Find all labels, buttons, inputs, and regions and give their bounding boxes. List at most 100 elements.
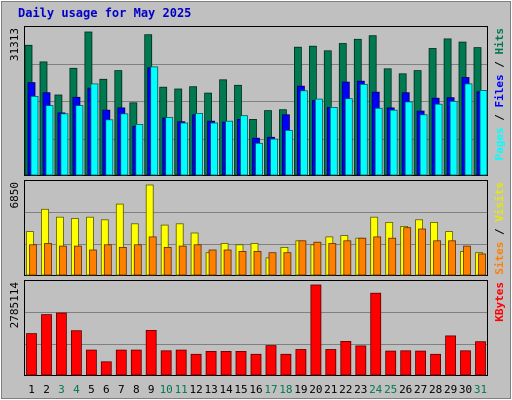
bar-pages-21 — [329, 107, 338, 176]
bar-sites-17 — [268, 252, 277, 276]
x-tick-label-26: 26 — [399, 383, 412, 396]
panel-3: 2785114 KBytes — [8, 280, 506, 376]
legend: KBytes — [493, 282, 506, 322]
bar-pages-25 — [389, 109, 398, 176]
bar-pages-29 — [449, 101, 458, 176]
bar-sites-6 — [103, 244, 112, 276]
bar-sites-28 — [433, 240, 442, 276]
x-tick-label-18: 18 — [279, 383, 292, 396]
bar-kbytes-5 — [86, 349, 97, 376]
bar-pages-22 — [344, 98, 353, 176]
x-tick-label-24: 24 — [369, 383, 383, 396]
x-tick-label-29: 29 — [444, 383, 457, 396]
bar-sites-10 — [163, 246, 172, 276]
bar-sites-11 — [178, 245, 187, 276]
x-tick-label-9: 9 — [148, 383, 155, 396]
bar-sites-7 — [118, 246, 127, 276]
bar-sites-29 — [448, 240, 457, 276]
bar-pages-30 — [464, 83, 473, 176]
x-tick-label-12: 12 — [189, 383, 202, 396]
bar-kbytes-29 — [445, 335, 457, 376]
x-tick-label-27: 27 — [414, 383, 427, 396]
bar-kbytes-28 — [430, 353, 442, 376]
bar-sites-8 — [133, 244, 142, 276]
bar-kbytes-15 — [235, 350, 247, 376]
bar-kbytes-19 — [295, 349, 307, 376]
bar-pages-26 — [404, 101, 413, 176]
x-tick-label-5: 5 — [88, 383, 95, 396]
x-tick-label-28: 28 — [429, 383, 442, 396]
bar-kbytes-30 — [460, 350, 471, 376]
bar-kbytes-12 — [190, 353, 202, 376]
bar-sites-14 — [223, 249, 232, 276]
bar-pages-24 — [374, 107, 383, 176]
x-tick-label-3: 3 — [58, 383, 65, 396]
bar-pages-6 — [105, 119, 114, 176]
x-tick-label-7: 7 — [118, 383, 125, 396]
bar-sites-22 — [343, 240, 352, 276]
bar-kbytes-17 — [265, 345, 277, 376]
x-tick-label-30: 30 — [459, 383, 472, 396]
bar-pages-9 — [150, 66, 159, 176]
panel-1: 31313 Pages / Files / Hits — [8, 26, 506, 176]
legend-separator: / — [493, 55, 506, 75]
bar-pages-3 — [60, 113, 69, 176]
bar-pages-2 — [45, 105, 54, 176]
panel-border — [24, 280, 488, 376]
bar-sites-23 — [358, 237, 367, 276]
x-tick-label-2: 2 — [43, 383, 50, 396]
x-tick-label-22: 22 — [339, 383, 352, 396]
bar-pages-15 — [240, 115, 248, 176]
bar-pages-10 — [165, 117, 174, 176]
chart-title: Daily usage for May 2025 — [18, 6, 192, 20]
bar-sites-31 — [478, 253, 486, 276]
bar-pages-28 — [434, 103, 443, 176]
bar-kbytes-14 — [220, 350, 232, 376]
bar-sites-25 — [388, 237, 397, 276]
x-tick-label-23: 23 — [354, 383, 367, 396]
bar-kbytes-21 — [325, 349, 337, 376]
bar-kbytes-7 — [115, 349, 127, 376]
bar-pages-27 — [419, 114, 428, 176]
x-tick-label-10: 10 — [160, 383, 173, 396]
bar-sites-4 — [74, 245, 82, 276]
legend-sites: Sites — [493, 242, 506, 275]
bar-sites-24 — [373, 236, 382, 276]
x-tick-label-21: 21 — [324, 383, 337, 396]
bar-kbytes-20 — [310, 284, 322, 376]
bar-pages-20 — [314, 98, 323, 176]
bar-sites-5 — [89, 249, 97, 276]
bar-sites-2 — [44, 243, 52, 276]
bar-kbytes-10 — [160, 350, 172, 376]
bar-pages-18 — [284, 129, 293, 176]
bar-sites-20 — [313, 241, 322, 276]
bar-kbytes-3 — [56, 312, 67, 376]
bar-sites-12 — [193, 244, 202, 276]
panel-border — [24, 26, 488, 176]
bar-kbytes-8 — [130, 349, 142, 376]
x-tick-label-19: 19 — [294, 383, 307, 396]
panel-border — [24, 180, 488, 276]
legend-files: Files — [493, 74, 506, 107]
x-tick-label-13: 13 — [204, 383, 217, 396]
legend-kbytes: KBytes — [493, 282, 506, 322]
bar-kbytes-6 — [100, 361, 112, 376]
bar-kbytes-23 — [355, 345, 367, 376]
bar-pages-1 — [30, 96, 39, 176]
bar-kbytes-11 — [175, 349, 187, 376]
y-max-label: 2785114 — [8, 282, 21, 329]
bar-sites-3 — [59, 245, 67, 276]
bar-kbytes-22 — [340, 340, 352, 376]
bar-sites-9 — [148, 236, 157, 276]
bar-kbytes-1 — [26, 333, 37, 376]
x-tick-label-31: 31 — [474, 383, 487, 396]
bar-kbytes-31 — [475, 341, 486, 376]
legend: Pages / Files / Hits — [493, 28, 506, 161]
bar-pages-14 — [225, 120, 234, 176]
legend-separator: / — [493, 222, 506, 242]
bar-pages-19 — [299, 90, 308, 176]
bar-kbytes-27 — [415, 350, 427, 376]
bar-kbytes-4 — [71, 330, 82, 376]
